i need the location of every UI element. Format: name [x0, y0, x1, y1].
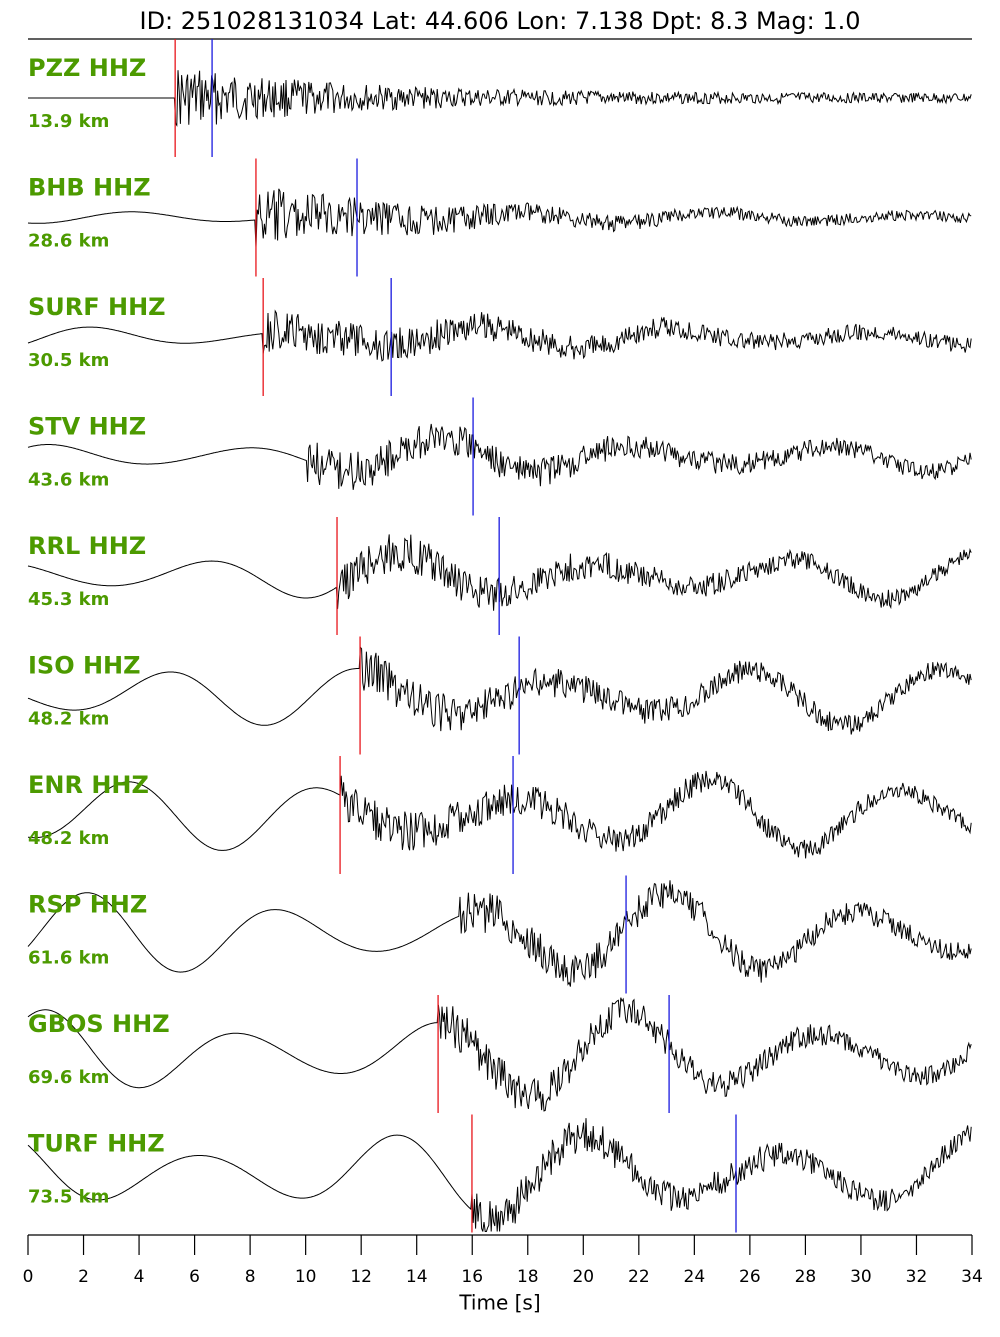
x-tick-label: 10 — [295, 1267, 317, 1287]
x-axis-label: Time [s] — [458, 1291, 540, 1315]
distance-label: 73.5 km — [28, 1187, 109, 1208]
x-tick-label: 22 — [628, 1267, 650, 1287]
waveform — [27, 309, 972, 362]
x-tick-label: 4 — [134, 1267, 145, 1287]
x-tick-label: 30 — [850, 1267, 872, 1287]
distance-label: 28.6 km — [28, 231, 109, 252]
x-tick-label: 8 — [245, 1267, 256, 1287]
waveform — [27, 997, 972, 1112]
waveform — [28, 70, 972, 127]
station-label: RSP HHZ — [28, 891, 147, 919]
x-tick-label: 26 — [739, 1267, 761, 1287]
distance-label: 45.3 km — [28, 589, 109, 610]
distance-label: 48.2 km — [28, 709, 109, 730]
station-label: STV HHZ — [28, 413, 146, 441]
waveform — [27, 188, 972, 248]
station-label: TURF HHZ — [28, 1130, 165, 1158]
waveform — [27, 880, 972, 987]
distance-label: 48.2 km — [28, 828, 109, 849]
x-tick-label: 34 — [961, 1267, 983, 1287]
distance-label: 30.5 km — [28, 350, 109, 371]
x-tick-label: 24 — [684, 1267, 706, 1287]
x-tick-label: 2 — [78, 1267, 89, 1287]
x-tick-label: 28 — [795, 1267, 817, 1287]
waveform — [27, 770, 972, 859]
x-tick-label: 18 — [517, 1267, 539, 1287]
x-tick-label: 12 — [350, 1267, 372, 1287]
distance-label: 13.9 km — [28, 111, 109, 132]
waveform — [27, 423, 972, 490]
x-tick-label: 6 — [189, 1267, 200, 1287]
distance-label: 69.6 km — [28, 1067, 109, 1088]
x-tick-label: 14 — [406, 1267, 428, 1287]
station-label: ISO HHZ — [28, 652, 141, 680]
waveform — [27, 1118, 972, 1232]
waveform — [27, 645, 972, 735]
x-tick-label: 32 — [906, 1267, 928, 1287]
station-label: BHB HHZ — [28, 174, 151, 202]
x-tick-label: 0 — [23, 1267, 34, 1287]
x-tick-label: 16 — [461, 1267, 483, 1287]
station-label: GBOS HHZ — [28, 1010, 170, 1038]
station-label: ENR HHZ — [28, 771, 149, 799]
station-label: RRL HHZ — [28, 532, 146, 560]
station-label: PZZ HHZ — [28, 54, 146, 82]
x-tick-label: 20 — [572, 1267, 594, 1287]
station-label: SURF HHZ — [28, 293, 166, 321]
distance-label: 61.6 km — [28, 948, 109, 969]
distance-label: 43.6 km — [28, 470, 109, 491]
chart-title: ID: 251028131034 Lat: 44.606 Lon: 7.138 … — [139, 7, 860, 35]
